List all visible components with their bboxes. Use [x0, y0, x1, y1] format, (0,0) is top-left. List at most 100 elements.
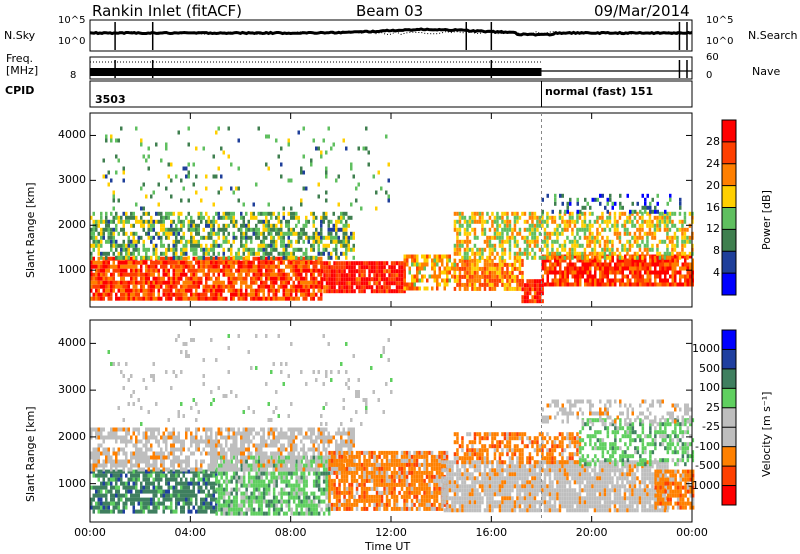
- velocity-cell: [197, 485, 200, 490]
- power-cell: [516, 219, 519, 224]
- power-cell: [120, 296, 123, 301]
- power-cell: [90, 260, 93, 265]
- power-cell: [518, 278, 522, 283]
- velocity-cell: [170, 447, 173, 452]
- power-cell: [458, 247, 462, 252]
- velocity-cell: [210, 455, 213, 460]
- power-cell: [125, 264, 128, 269]
- velocity-cell: [232, 467, 235, 472]
- velocity-cell: [147, 481, 150, 486]
- velocity-cell: [222, 467, 225, 472]
- power-cell: [330, 277, 334, 282]
- power-cell: [205, 251, 208, 256]
- power-cell: [130, 239, 133, 244]
- power-cell: [669, 262, 672, 267]
- velocity-cell: [135, 481, 138, 486]
- velocity-cell: [240, 479, 243, 484]
- velocity-cell: [162, 459, 165, 464]
- power-cell: [671, 243, 674, 248]
- power-cell: [165, 288, 168, 293]
- power-cell: [330, 285, 334, 290]
- power-cell: [365, 261, 369, 266]
- power-cell: [230, 276, 233, 281]
- power-cell: [355, 285, 359, 290]
- power-cell: [135, 255, 138, 260]
- power-cell: [523, 227, 527, 232]
- power-cell: [638, 215, 642, 220]
- power-cell: [468, 262, 472, 267]
- power-cell: [140, 280, 143, 285]
- power-cell: [110, 247, 113, 252]
- velocity-cell: [125, 451, 128, 456]
- power-cell: [663, 239, 667, 244]
- power-cell: [125, 272, 128, 277]
- power-cell: [561, 201, 564, 206]
- power-cell: [553, 227, 557, 232]
- power-cell: [120, 219, 123, 224]
- power-cell: [651, 223, 654, 228]
- power-cell: [554, 258, 557, 263]
- power-cell: [493, 262, 497, 267]
- power-cell: [275, 256, 278, 261]
- velocity-cell: [267, 503, 271, 508]
- power-cell: [280, 162, 283, 167]
- velocity-cell: [277, 471, 281, 476]
- velocity-cell: [205, 505, 208, 510]
- velocity-cell: [292, 491, 296, 496]
- power-cell: [200, 247, 203, 252]
- power-cell: [140, 235, 143, 240]
- velocity-cell: [97, 509, 100, 514]
- power-cell: [302, 280, 305, 285]
- power-cell: [491, 243, 494, 248]
- power-cell: [260, 296, 263, 301]
- velocity-cell: [205, 497, 208, 502]
- power-cell: [240, 235, 243, 240]
- power-cell: [541, 274, 544, 279]
- power-cell: [559, 266, 562, 271]
- power-cell: [267, 255, 270, 260]
- power-cell: [566, 201, 569, 206]
- power-cell: [350, 202, 353, 207]
- power-cell: [511, 266, 514, 271]
- power-cell: [619, 266, 622, 271]
- velocity-cell: [115, 473, 118, 478]
- power-cell: [267, 223, 270, 228]
- power-cell: [448, 270, 451, 275]
- power-cell: [486, 282, 489, 287]
- velocity-cell: [210, 473, 213, 478]
- power-cell: [172, 247, 175, 252]
- power-cell: [90, 231, 93, 236]
- power-cell: [581, 227, 584, 232]
- power-cell: [388, 289, 391, 294]
- velocity-cell: [192, 489, 195, 494]
- power-cell: [237, 292, 240, 297]
- power-cell: [245, 239, 248, 244]
- power-cell: [267, 231, 270, 236]
- power-cell: [591, 278, 594, 283]
- velocity-cell: [225, 507, 228, 512]
- power-cell: [220, 146, 223, 151]
- power-cell: [265, 223, 268, 228]
- power-cell: [217, 256, 220, 261]
- velocity-cell: [140, 505, 143, 510]
- power-cell: [631, 270, 634, 275]
- power-cell: [631, 201, 634, 206]
- power-cell: [207, 247, 210, 252]
- velocity-cell: [230, 447, 233, 452]
- power-cell: [633, 231, 637, 236]
- velocity-cell: [195, 497, 198, 502]
- power-cell: [653, 235, 657, 240]
- power-cell: [275, 239, 278, 244]
- power-cell: [564, 209, 567, 214]
- power-cell: [656, 254, 659, 259]
- power-cell: [155, 260, 158, 265]
- power-cell: [656, 193, 659, 198]
- power-cell: [237, 251, 240, 256]
- power-cell: [332, 211, 335, 216]
- power-cell: [107, 227, 110, 232]
- velocity-cell: [325, 479, 328, 484]
- power-cell: [247, 227, 250, 232]
- velocity-cell: [220, 507, 223, 512]
- power-cell: [656, 270, 659, 275]
- power-cell: [471, 219, 474, 224]
